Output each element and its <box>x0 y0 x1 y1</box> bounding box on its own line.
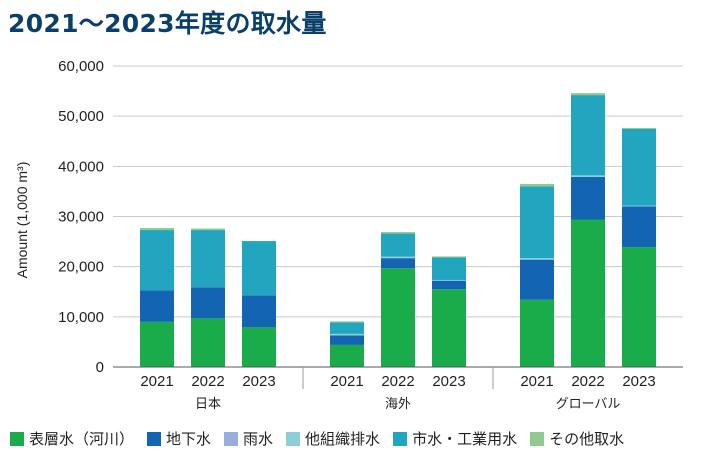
bars <box>140 93 656 367</box>
bar-segment <box>622 128 656 206</box>
bar-segment <box>242 241 276 296</box>
legend-swatch <box>530 431 545 446</box>
bar-segment <box>571 95 605 176</box>
legend-swatch <box>393 431 408 446</box>
bar-segment <box>622 127 656 129</box>
group-label: 海外 <box>385 397 411 412</box>
legend-item: その他取水 <box>530 428 624 449</box>
bar-segment <box>140 230 174 291</box>
legend-item: 他組織排水 <box>286 428 380 449</box>
bar-segment <box>330 322 364 334</box>
bar-segment <box>571 219 605 367</box>
bar-segment <box>622 206 656 248</box>
bar-segment <box>520 299 554 367</box>
bar-segment <box>381 233 415 257</box>
x-tick-label: 2023 <box>432 373 465 390</box>
bar-segment <box>571 93 605 96</box>
x-tick-label: 2022 <box>191 373 224 390</box>
legend-swatch <box>224 431 239 446</box>
bar-segment <box>432 279 466 281</box>
bar-segment <box>381 256 415 259</box>
x-tick-label: 2021 <box>520 373 553 390</box>
y-axis-label: Amount (1,000 m³) <box>14 162 30 279</box>
bar-segment <box>140 290 174 322</box>
stacked-bar-chart: 0 10,000 20,000 30,000 40,000 50,000 60,000 202… <box>14 58 683 412</box>
group-label: 日本 <box>195 397 221 412</box>
legend-item: 表層水（河川） <box>10 428 134 449</box>
y-tick-label: 0 <box>96 359 104 376</box>
bar-segment <box>140 228 174 231</box>
axes: 0 10,000 20,000 30,000 40,000 50,000 60,000 202… <box>58 58 683 412</box>
y-tick-label: 50,000 <box>58 108 104 125</box>
bar-segment <box>571 176 605 220</box>
legend-item: 雨水 <box>224 428 273 449</box>
x-tick-label: 2021 <box>330 373 363 390</box>
x-tick-label: 2022 <box>571 373 604 390</box>
bar-segment <box>622 205 656 207</box>
legend-label: 市水・工業用水 <box>412 430 518 448</box>
legend-swatch <box>286 431 301 446</box>
legend-label: その他取水 <box>549 430 625 448</box>
bar-segment <box>191 318 225 367</box>
bar-segment <box>330 344 364 367</box>
bar-segment <box>242 327 276 367</box>
bar-segment <box>432 256 466 258</box>
bar-segment <box>432 289 466 367</box>
x-tick-label: 2023 <box>622 373 655 390</box>
legend: 表層水（河川） 地下水 雨水 他組織排水 市水・工業用水 その他取水 <box>10 428 624 449</box>
bar-segment <box>191 287 225 319</box>
x-tick-label: 2023 <box>242 373 275 390</box>
bar-segment <box>622 247 656 367</box>
bar-segment <box>381 258 415 269</box>
bar-segment <box>381 268 415 367</box>
y-tick-label: 30,000 <box>58 209 104 226</box>
y-tick-label: 60,000 <box>58 58 104 75</box>
legend-label: 雨水 <box>243 430 274 448</box>
bar-segment <box>242 295 276 328</box>
y-tick-label: 40,000 <box>58 158 104 175</box>
legend-item: 地下水 <box>147 428 211 449</box>
legend-swatch <box>147 431 162 446</box>
bar-segment <box>191 228 225 231</box>
bar-segment <box>140 321 174 367</box>
bar-segment <box>520 259 554 300</box>
legend-item: 市水・工業用水 <box>393 428 517 449</box>
bar-segment <box>330 335 364 345</box>
bar-segment <box>330 333 364 336</box>
x-tick-label: 2022 <box>381 373 414 390</box>
bar-segment <box>571 175 605 177</box>
y-tick-label: 20,000 <box>58 259 104 276</box>
legend-swatch <box>10 431 24 446</box>
bar-segment <box>191 230 225 288</box>
group-label: グローバル <box>556 397 621 412</box>
x-tick-label: 2021 <box>140 373 173 390</box>
chart-title: 2021～2023年度の取水量 <box>8 9 327 38</box>
y-tick-label: 10,000 <box>58 309 104 326</box>
legend-label: 表層水（河川） <box>29 430 135 448</box>
legend-label: 地下水 <box>166 430 212 448</box>
bar-segment <box>432 257 466 280</box>
bar-segment <box>381 232 415 234</box>
bar-segment <box>520 186 554 259</box>
bar-segment <box>520 258 554 260</box>
legend-label: 他組織排水 <box>305 430 381 448</box>
bar-segment <box>520 183 554 187</box>
bar-segment <box>330 321 364 323</box>
bar-segment <box>432 280 466 290</box>
